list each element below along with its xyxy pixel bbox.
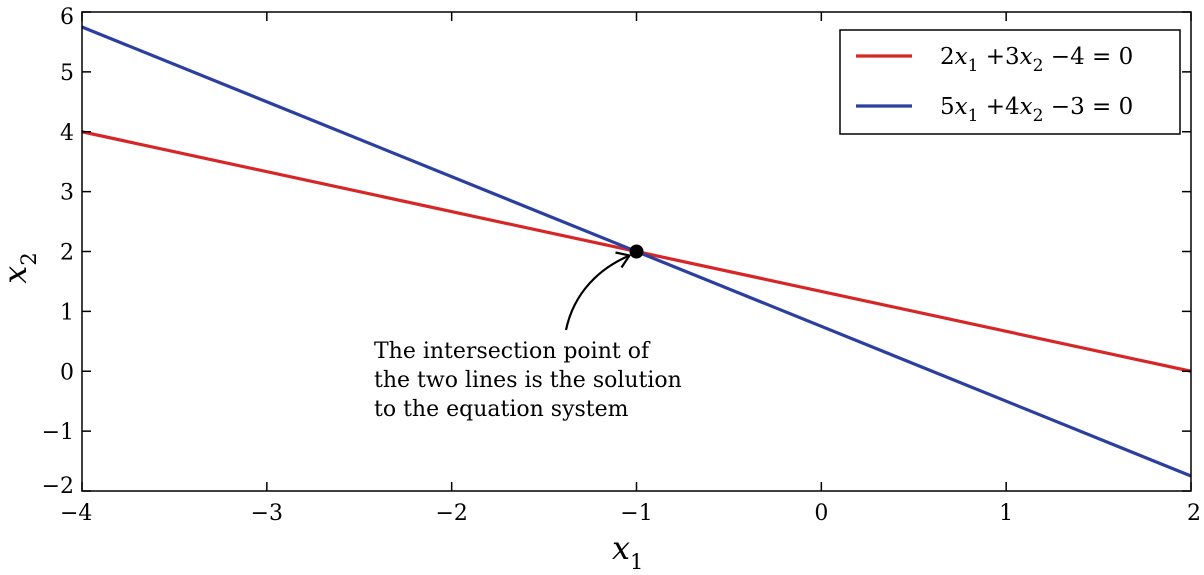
x-axis-label: x1 <box>612 529 643 574</box>
x-axis-label-subscript: 1 <box>630 550 643 574</box>
legend-label-1: 2x1 +3x2 −4 = 0 <box>940 44 1133 76</box>
y-tick-label: −2 <box>42 474 74 499</box>
plot-area <box>81 25 1192 478</box>
y-axis-label: x2 <box>0 252 41 283</box>
x-tick-label: 1 <box>999 501 1013 526</box>
y-tick-label: 6 <box>60 5 74 30</box>
annotation-line-3: to the equation system <box>374 397 629 422</box>
legend: 2x1 +3x2 −4 = 0 5x1 +4x2 −3 = 0 <box>839 29 1181 135</box>
y-tick-label: 1 <box>60 300 74 325</box>
x-tick-label: 0 <box>814 501 828 526</box>
y-tick-label: 2 <box>60 241 74 266</box>
x-axis-label-base: x <box>612 529 630 567</box>
x-tick-label: −4 <box>60 501 92 526</box>
x-tick-label: 2 <box>1187 501 1201 526</box>
y-tick-label: 3 <box>60 181 74 206</box>
y-tick-label: 4 <box>60 121 74 146</box>
y-axis-label-base: x <box>0 266 34 284</box>
x-tick-label: −1 <box>620 501 652 526</box>
intersection-point <box>629 244 644 259</box>
y-tick-label: 5 <box>60 61 74 86</box>
legend-label-2: 5x1 +4x2 −3 = 0 <box>940 94 1133 126</box>
x-tick-label: −2 <box>435 501 467 526</box>
y-tick-label: −1 <box>42 420 74 445</box>
annotation-arrowhead <box>615 251 632 269</box>
annotation-arrow <box>564 254 630 331</box>
annotation-line-1: The intersection point of <box>374 339 651 364</box>
y-axis-label-subscript: 2 <box>17 252 41 265</box>
ticks <box>81 11 1192 492</box>
x-tick-label: −3 <box>251 501 283 526</box>
legend-box <box>839 29 1181 135</box>
y-tick-label: 0 <box>60 360 74 385</box>
tick-labels: −4 −3 −2 −1 0 1 2 −2 −1 0 1 2 3 4 5 6 <box>42 5 1201 526</box>
annotation-line-2: the two lines is the solution <box>374 368 682 393</box>
annotation: The intersection point of the two lines … <box>374 251 682 422</box>
